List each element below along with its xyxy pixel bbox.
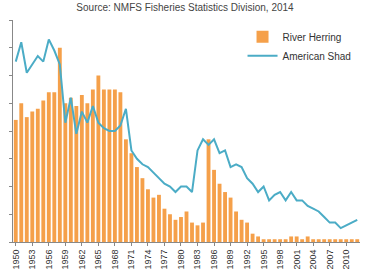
svg-text:American Shad: American Shad: [283, 51, 351, 62]
svg-text:2010: 2010: [341, 250, 351, 270]
svg-text:1998: 1998: [275, 250, 285, 270]
svg-text:Source: NMFS Fisheries Statist: Source: NMFS Fisheries Statistics Divisi…: [76, 2, 294, 13]
svg-text:1977: 1977: [159, 250, 169, 270]
svg-text:1956: 1956: [44, 250, 54, 270]
svg-text:1959: 1959: [60, 250, 70, 270]
svg-text:1995: 1995: [259, 250, 269, 270]
svg-text:2007: 2007: [325, 250, 335, 270]
svg-text:2004: 2004: [308, 250, 318, 270]
svg-text:1980: 1980: [176, 250, 186, 270]
svg-text:1974: 1974: [143, 250, 153, 270]
svg-text:1950: 1950: [11, 250, 21, 270]
svg-text:1989: 1989: [225, 250, 235, 270]
svg-text:2001: 2001: [292, 250, 302, 270]
svg-text:1983: 1983: [192, 250, 202, 270]
svg-text:1968: 1968: [110, 250, 120, 270]
svg-text:1962: 1962: [77, 250, 87, 270]
svg-text:1986: 1986: [209, 250, 219, 270]
svg-text:1953: 1953: [27, 250, 37, 270]
svg-text:1965: 1965: [93, 250, 103, 270]
svg-text:1971: 1971: [126, 250, 136, 270]
svg-text:River Herring: River Herring: [283, 32, 342, 43]
svg-text:1992: 1992: [242, 250, 252, 270]
